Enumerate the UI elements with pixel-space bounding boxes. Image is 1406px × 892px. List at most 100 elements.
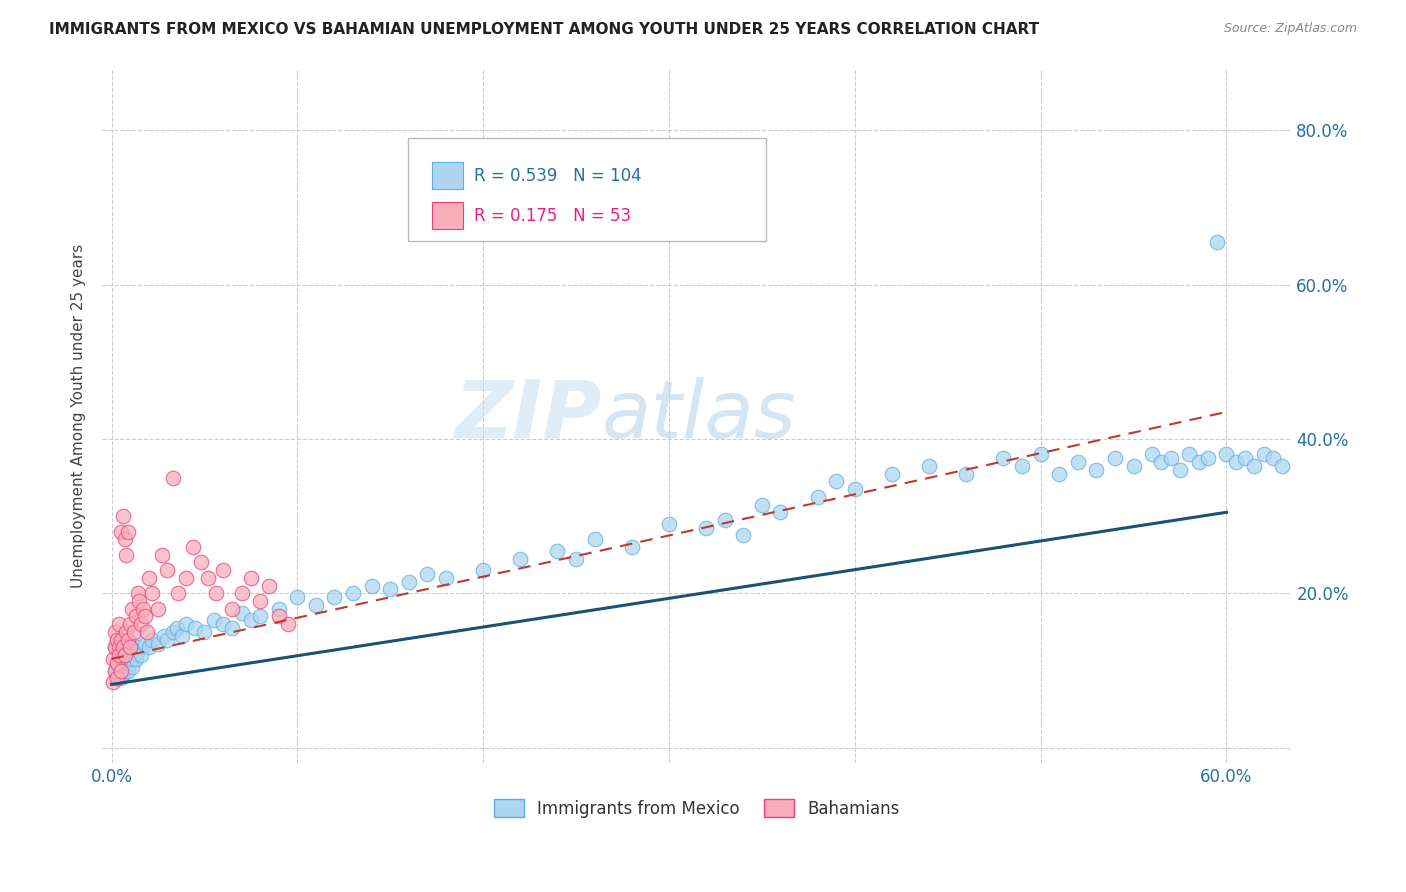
- Point: [221, 621, 243, 635]
- Point: [156, 632, 179, 647]
- Point: [121, 652, 143, 666]
- Point: [104, 624, 127, 639]
- Point: [128, 594, 150, 608]
- Point: [115, 659, 138, 673]
- Point: [202, 613, 225, 627]
- Point: [162, 470, 184, 484]
- Point: [114, 664, 136, 678]
- Point: [323, 591, 346, 605]
- Point: [108, 652, 131, 666]
- Point: [117, 632, 139, 647]
- Point: [380, 582, 402, 597]
- Point: [114, 648, 136, 662]
- Point: [1261, 451, 1284, 466]
- Point: [103, 675, 125, 690]
- Point: [135, 624, 157, 639]
- Point: [108, 640, 131, 655]
- Point: [110, 656, 132, 670]
- Point: [110, 632, 132, 647]
- Point: [249, 594, 271, 608]
- Point: [120, 656, 142, 670]
- Point: [110, 648, 132, 662]
- Point: [122, 648, 145, 662]
- Point: [103, 652, 125, 666]
- Point: [769, 505, 792, 519]
- Point: [1233, 451, 1256, 466]
- Point: [267, 601, 290, 615]
- Point: [825, 475, 848, 489]
- Point: [146, 601, 169, 615]
- Point: [751, 498, 773, 512]
- Point: [104, 664, 127, 678]
- Point: [174, 571, 197, 585]
- Point: [111, 667, 134, 681]
- Point: [115, 644, 138, 658]
- Point: [1187, 455, 1209, 469]
- Point: [108, 617, 131, 632]
- Point: [117, 524, 139, 539]
- Point: [277, 617, 299, 632]
- Point: [114, 533, 136, 547]
- Point: [114, 656, 136, 670]
- Point: [1160, 451, 1182, 466]
- Point: [111, 659, 134, 673]
- Text: IMMIGRANTS FROM MEXICO VS BAHAMIAN UNEMPLOYMENT AMONG YOUTH UNDER 25 YEARS CORRE: IMMIGRANTS FROM MEXICO VS BAHAMIAN UNEMP…: [49, 22, 1039, 37]
- Text: R = 0.539   N = 104: R = 0.539 N = 104: [474, 167, 641, 185]
- Point: [110, 671, 132, 685]
- Point: [993, 451, 1015, 466]
- Point: [121, 659, 143, 673]
- Point: [1029, 447, 1052, 461]
- Point: [110, 524, 132, 539]
- Point: [713, 513, 735, 527]
- Point: [174, 617, 197, 632]
- Point: [239, 613, 262, 627]
- Point: [1243, 458, 1265, 473]
- Point: [146, 636, 169, 650]
- Point: [115, 548, 138, 562]
- Point: [115, 624, 138, 639]
- Point: [546, 544, 568, 558]
- Point: [134, 609, 156, 624]
- Point: [105, 632, 128, 647]
- Point: [117, 648, 139, 662]
- Point: [231, 586, 253, 600]
- Point: [1206, 235, 1229, 249]
- Point: [166, 621, 188, 635]
- Point: [807, 490, 830, 504]
- Point: [104, 664, 127, 678]
- Point: [212, 563, 235, 577]
- Point: [181, 540, 204, 554]
- Point: [249, 609, 271, 624]
- Point: [156, 563, 179, 577]
- Point: [111, 664, 134, 678]
- Point: [110, 664, 132, 678]
- Point: [108, 659, 131, 673]
- Point: [285, 591, 308, 605]
- Point: [1178, 447, 1201, 461]
- Y-axis label: Unemployment Among Youth under 25 years: Unemployment Among Youth under 25 years: [72, 244, 86, 588]
- Point: [184, 621, 207, 635]
- Point: [129, 648, 152, 662]
- Point: [197, 571, 219, 585]
- Point: [1271, 458, 1294, 473]
- Point: [221, 601, 243, 615]
- Point: [844, 482, 866, 496]
- Point: [124, 609, 146, 624]
- Point: [1140, 447, 1163, 461]
- Point: [132, 601, 155, 615]
- Point: [1011, 458, 1033, 473]
- Text: ZIP: ZIP: [454, 376, 602, 455]
- Point: [1047, 467, 1070, 481]
- Point: [111, 652, 134, 666]
- Point: [1150, 455, 1173, 469]
- Point: [1104, 451, 1126, 466]
- Point: [104, 640, 127, 655]
- Point: [342, 586, 364, 600]
- Point: [231, 606, 253, 620]
- Point: [620, 540, 643, 554]
- Point: [565, 551, 588, 566]
- Point: [134, 636, 156, 650]
- Point: [115, 652, 138, 666]
- Point: [1197, 451, 1219, 466]
- Point: [105, 656, 128, 670]
